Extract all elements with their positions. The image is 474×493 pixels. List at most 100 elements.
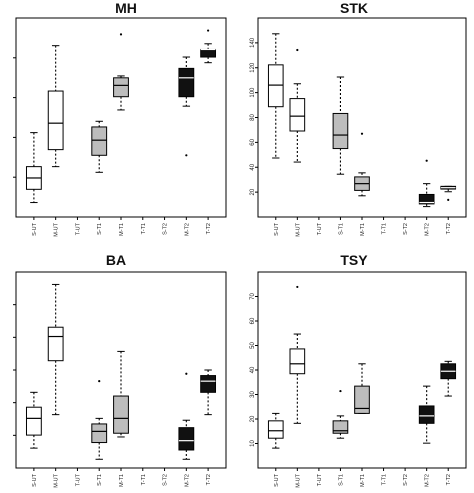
xtick-label: M-T1 [119, 474, 125, 487]
xtick-label: S-T2 [403, 474, 409, 486]
box-t-t2 [200, 369, 217, 416]
xtick-label: T-T1 [382, 474, 388, 485]
box-iqr [354, 385, 370, 414]
box-iqr [178, 427, 195, 451]
box-iqr [289, 98, 306, 132]
box-s-t1 [332, 389, 349, 439]
outlier-point [98, 380, 101, 383]
box-m-t2 [418, 159, 435, 208]
box-iqr [267, 64, 284, 108]
box-t-t2 [440, 185, 457, 201]
plot-frame-tsy [257, 271, 467, 469]
xtick-label: M-T2 [425, 474, 431, 487]
ytick-label: 20 [250, 188, 256, 195]
xtick-label: T-T1 [141, 223, 147, 234]
outlier-point [296, 285, 299, 289]
outlier-point [207, 29, 210, 32]
ytick-label: 70 [250, 293, 256, 300]
xtick-label: M-UT [295, 473, 301, 487]
outlier-point [296, 48, 299, 52]
xtick-label: M-T1 [119, 223, 125, 236]
xtick-label: S-T1 [338, 474, 344, 486]
box-m-ut [289, 48, 306, 163]
xtick-label: M-T2 [425, 223, 431, 236]
box-m-t1 [113, 33, 129, 111]
xtick-label: M-T1 [360, 223, 366, 236]
box-s-t1 [91, 120, 108, 173]
xtick-label: T-UT [317, 473, 323, 486]
xtick-label: S-UT [274, 473, 280, 486]
xtick-label: S-T2 [163, 474, 169, 486]
xtick-label: M-T2 [184, 474, 190, 487]
box-iqr [418, 193, 435, 205]
ytick-label: 20 [250, 415, 256, 422]
outlier-point [339, 389, 342, 393]
box-iqr [91, 423, 108, 444]
ytick-label: 10 [250, 440, 256, 447]
box-m-t1 [113, 350, 129, 438]
box-iqr [47, 326, 64, 362]
box-iqr [178, 67, 195, 98]
xtick-label: S-UT [32, 222, 38, 235]
xtick-label: T-T2 [206, 474, 212, 485]
xtick-label: M-UT [54, 473, 60, 487]
box-m-ut [47, 45, 64, 168]
box-m-t2 [178, 56, 195, 157]
ytick-label: 60 [250, 317, 256, 324]
panel-marks-mh: S-UT M-UT T-UT S-T1 M-T1 T-T1 S-T2 M-T2 T-T2 [13, 29, 217, 237]
outlier-point [360, 132, 364, 135]
xtick-label: M-T1 [360, 474, 366, 487]
xtick-label: S-UT [32, 473, 38, 486]
box-s-t1 [332, 76, 349, 175]
box-m-t2 [418, 385, 435, 444]
box-t-t2 [440, 360, 457, 397]
xtick-label: T-T1 [382, 223, 388, 234]
panel-mh: MH [15, 0, 227, 218]
outlier-point [185, 154, 188, 157]
xtick-label: S-T1 [338, 223, 344, 235]
box-t-t2 [200, 29, 217, 64]
panel-title-mh: MH [115, 0, 137, 16]
outlier-point [119, 33, 123, 36]
xtick-label: T-T1 [141, 474, 147, 485]
box-s-ut [267, 33, 284, 159]
ytick-label: 40 [250, 163, 256, 170]
xtick-label: S-T2 [163, 223, 169, 235]
box-iqr [25, 406, 42, 436]
panel-title-stk: STK [340, 0, 368, 16]
box-s-t1 [91, 380, 108, 460]
ytick-label: 60 [250, 138, 256, 145]
xtick-label: T-UT [75, 473, 81, 486]
xtick-label: M-UT [295, 222, 301, 236]
xtick-label: T-T2 [446, 223, 452, 234]
panel-marks-stk: 20 40 60 80 100 120 140 S-UT M-UT T-UT S-T1 M-T1 T-T… [250, 33, 457, 237]
box-iqr [47, 90, 64, 151]
box-iqr [113, 395, 129, 434]
panel-title-ba: BA [106, 252, 126, 268]
xtick-label: T-T2 [206, 223, 212, 234]
plot-frame-ba [15, 271, 227, 469]
xtick-label: M-UT [54, 222, 60, 236]
panel-marks-tsy: 10 20 30 40 50 60 70 S-UT M-UT T-UT S-T1 M-T1 T-T1 S-… [250, 285, 457, 488]
box-iqr [418, 405, 435, 424]
box-m-ut [289, 285, 306, 424]
ytick-label: 100 [250, 87, 256, 98]
ytick-label: 30 [250, 391, 256, 398]
box-iqr [332, 112, 349, 150]
panel-title-tsy: TSY [340, 252, 368, 268]
ytick-label: 50 [250, 342, 256, 349]
outlier-point [447, 198, 450, 201]
xtick-label: T-UT [75, 222, 81, 235]
box-m-t2 [178, 372, 195, 460]
xtick-label: T-T2 [446, 474, 452, 485]
box-m-ut [47, 283, 64, 416]
box-m-t1 [354, 363, 370, 414]
box-m-t1 [354, 132, 370, 197]
ytick-label: 120 [250, 62, 256, 73]
xtick-label: S-T2 [403, 223, 409, 235]
xtick-label: S-T1 [97, 223, 103, 235]
xtick-label: S-T1 [97, 474, 103, 486]
panel-tsy: TSY [257, 252, 467, 469]
outlier-point [185, 372, 188, 375]
